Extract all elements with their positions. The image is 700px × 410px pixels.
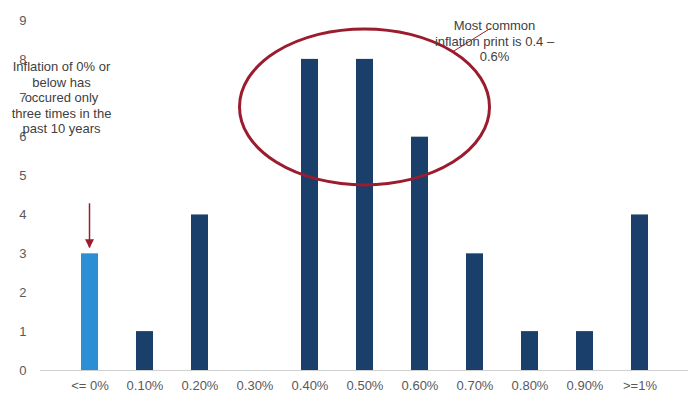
svg-text:0: 0 bbox=[19, 363, 26, 378]
svg-text:1: 1 bbox=[19, 324, 26, 339]
svg-text:0.90%: 0.90% bbox=[567, 378, 604, 393]
svg-text:9: 9 bbox=[19, 13, 26, 28]
svg-text:0.60%: 0.60% bbox=[402, 378, 439, 393]
svg-text:0.50%: 0.50% bbox=[347, 378, 384, 393]
svg-text:3: 3 bbox=[19, 246, 26, 261]
svg-text:0.20%: 0.20% bbox=[182, 378, 219, 393]
svg-text:2: 2 bbox=[19, 285, 26, 300]
svg-text:>=1%: >=1% bbox=[623, 378, 657, 393]
svg-text:<= 0%: <= 0% bbox=[71, 378, 109, 393]
svg-text:0.30%: 0.30% bbox=[237, 378, 274, 393]
svg-text:6: 6 bbox=[19, 129, 27, 145]
svg-text:Inflation of 0% orbelow hasocc: Inflation of 0% orbelow hasoccured onlyt… bbox=[12, 59, 112, 136]
svg-text:0.80%: 0.80% bbox=[512, 378, 549, 393]
svg-text:Most commoninflation print is: Most commoninflation print is 0.4 –0.6% bbox=[435, 18, 555, 64]
svg-text:0.10%: 0.10% bbox=[127, 378, 164, 393]
svg-text:0.70%: 0.70% bbox=[457, 378, 494, 393]
svg-text:5: 5 bbox=[19, 168, 26, 183]
svg-text:7: 7 bbox=[19, 90, 27, 106]
svg-text:4: 4 bbox=[19, 207, 26, 222]
svg-text:0.40%: 0.40% bbox=[292, 378, 329, 393]
